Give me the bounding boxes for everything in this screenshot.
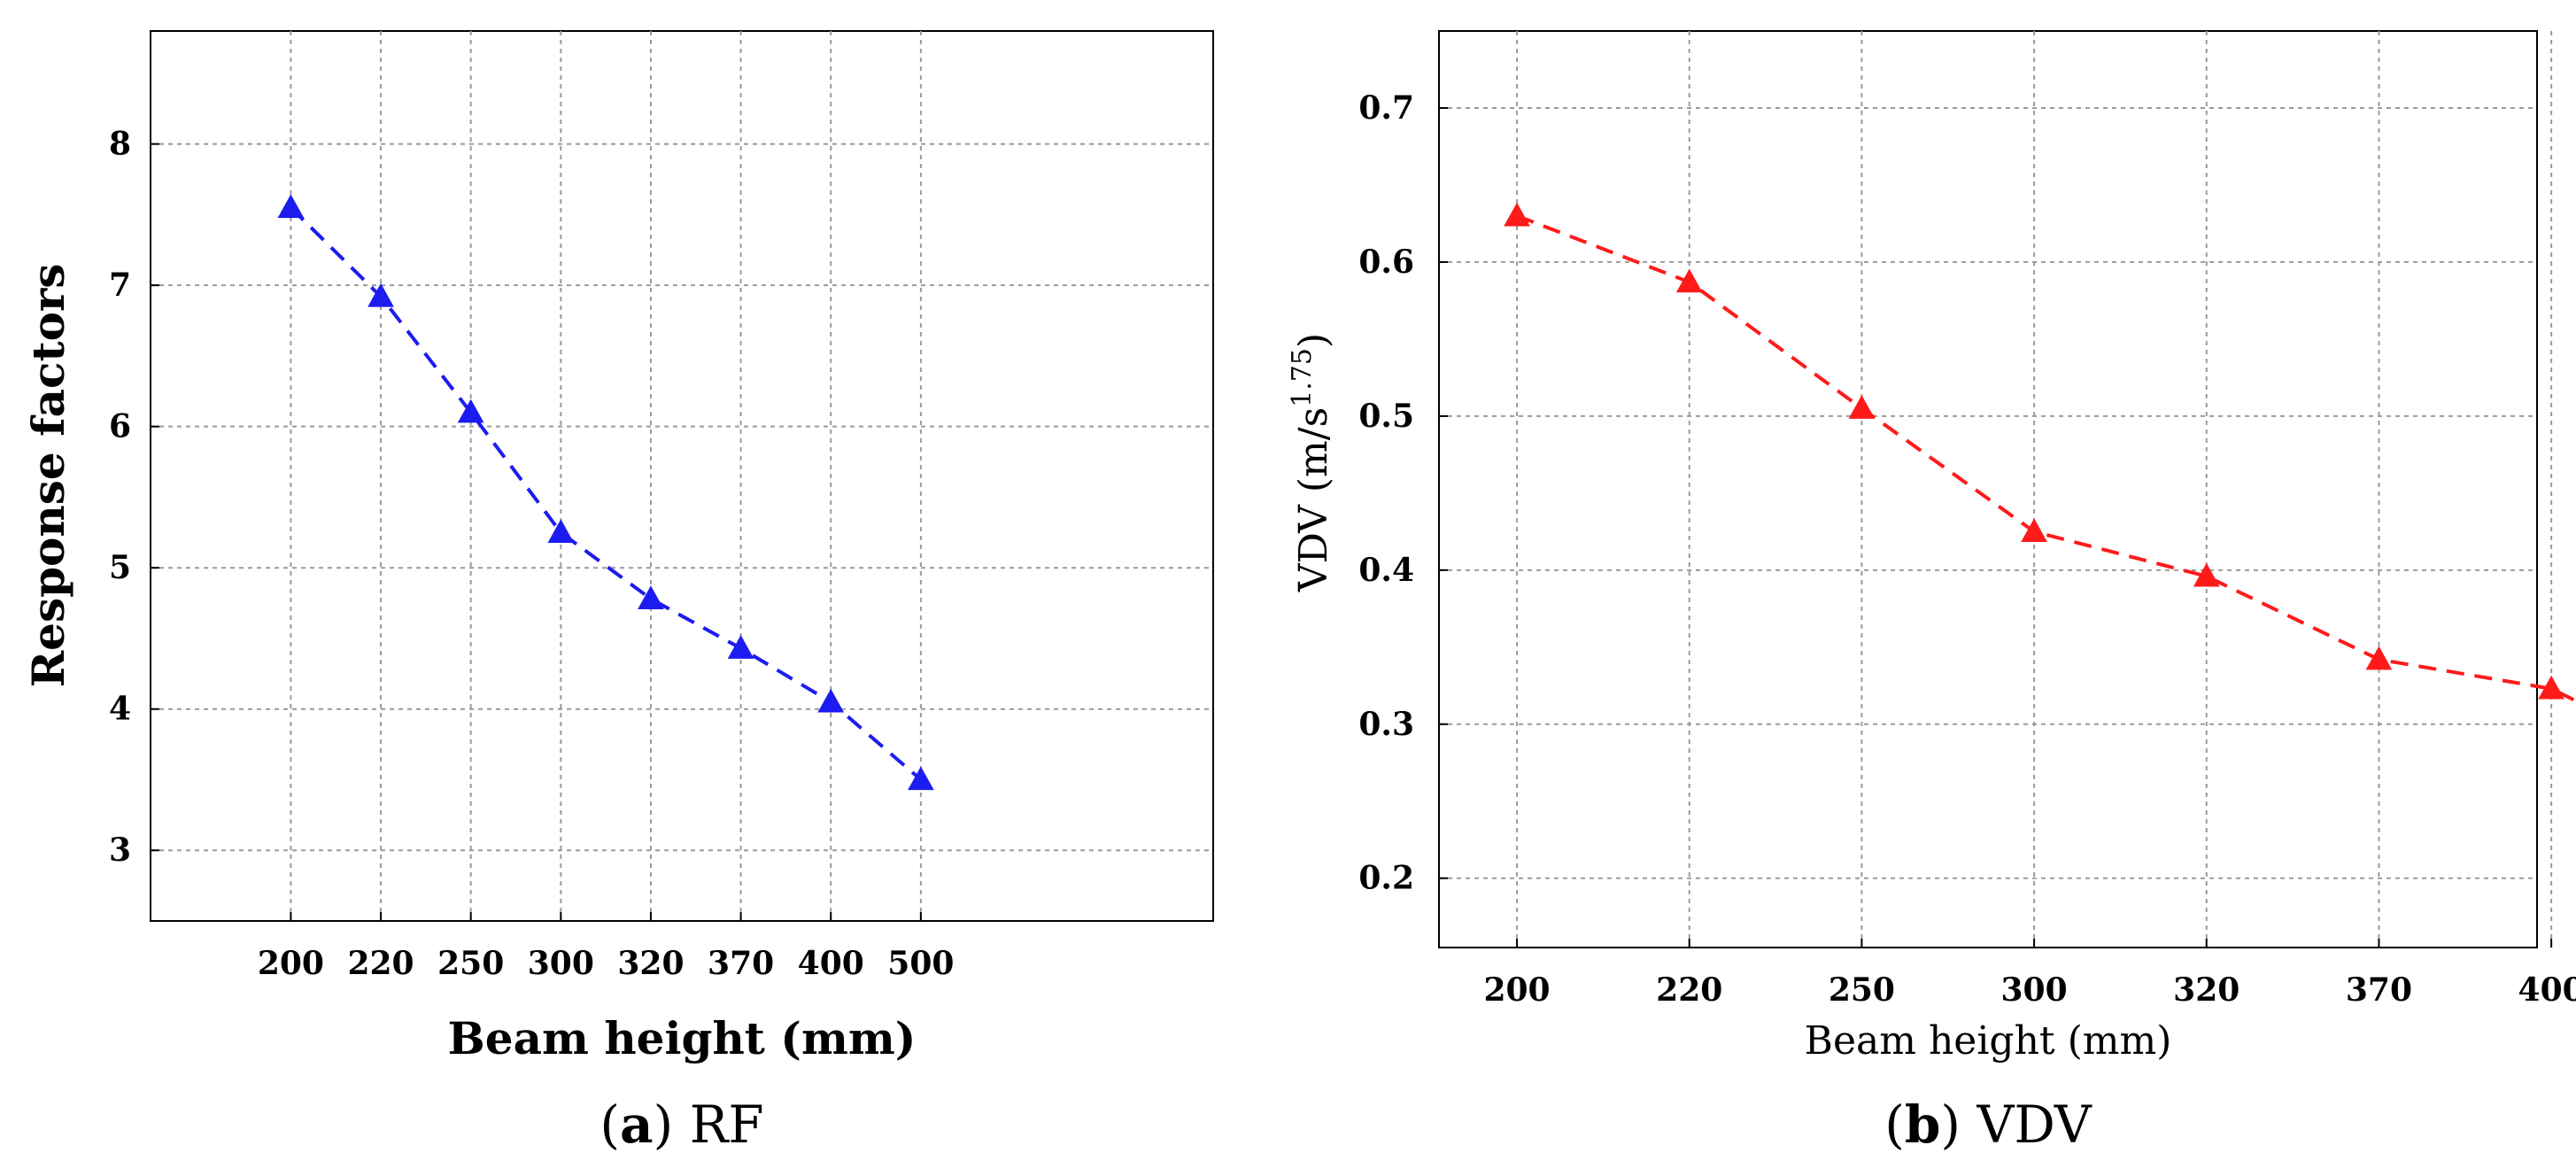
x-tick-label: 320	[2173, 971, 2239, 1009]
y-tick-label: 0.4	[1358, 552, 1414, 589]
x-tick-label: 250	[1829, 971, 1895, 1009]
x-tick-label: 300	[2001, 971, 2068, 1009]
y-tick-label: 4	[109, 691, 131, 728]
y-tick-label: 8	[109, 126, 131, 163]
x-tick-labels-a: 200 220 250 300 320 370 400 500	[258, 945, 955, 982]
x-tick-label: 500	[887, 945, 954, 982]
caption-text-a: RF	[690, 1095, 764, 1155]
data-point-marker	[277, 194, 305, 219]
y-tick-label: 5	[109, 549, 131, 586]
data-point-marker	[817, 688, 845, 713]
x-tick-label: 320	[617, 945, 684, 982]
chart-panel-a: 3 4 5 6 7 8 200 220 250 300 320 370 400 500 Response…	[22, 30, 1214, 1155]
series-b	[1504, 202, 2576, 703]
y-tick-label: 0.5	[1358, 398, 1414, 435]
caption-text-b: VDV	[1976, 1095, 2093, 1155]
data-point-marker	[2365, 646, 2393, 670]
y-tick-label: 3	[109, 832, 131, 869]
y-axis-label-b-main: VDV (m/s	[1291, 407, 1336, 592]
y-tick-labels-b: 0.2 0.3 0.4 0.5 0.6 0.7	[1358, 89, 1414, 897]
y-tick-label: 0.6	[1358, 244, 1414, 281]
data-point-marker	[1675, 268, 1703, 293]
caption-letter-a: a	[620, 1095, 654, 1155]
data-point-marker	[638, 585, 664, 609]
data-point-marker	[2021, 518, 2047, 543]
y-tick-labels-a: 3 4 5 6 7 8	[109, 126, 131, 870]
chart-panel-b: 0.2 0.3 0.4 0.5 0.6 0.7 200 220 250 300 320 370 400…	[1287, 30, 2576, 1155]
x-tick-label: 200	[258, 945, 324, 982]
x-tick-label: 400	[2518, 971, 2576, 1009]
x-axis-label-b: Beam height (mm)	[1805, 1018, 2172, 1064]
y-axis-label-b-end: )	[1291, 333, 1336, 348]
plot-frame-a	[150, 30, 1214, 922]
data-point-marker	[1504, 202, 1530, 227]
x-tick-label: 300	[528, 945, 594, 982]
y-tick-label: 0.2	[1358, 860, 1414, 897]
y-tick-label: 7	[109, 267, 131, 304]
x-tick-label: 370	[2346, 971, 2412, 1009]
data-point-marker	[1848, 395, 1876, 419]
series-line	[289, 205, 923, 781]
data-point-marker	[457, 398, 484, 423]
y-tick-label: 6	[109, 408, 131, 445]
data-point-marker	[908, 766, 934, 791]
data-point-marker	[2193, 562, 2220, 587]
data-point-marker	[367, 282, 394, 307]
plot-frame-b	[1438, 30, 2538, 948]
y-axis-label-a: Response factors	[22, 264, 74, 688]
caption-a: (a) RF	[600, 1095, 763, 1155]
y-tick-label: 0.7	[1358, 89, 1414, 127]
caption-letter-b: b	[1905, 1095, 1941, 1155]
x-tick-label: 220	[347, 945, 414, 982]
data-point-marker	[2538, 675, 2564, 700]
x-tick-label: 400	[798, 945, 864, 982]
caption-b: (b) VDV	[1884, 1095, 2093, 1155]
grid-b	[1439, 31, 2553, 948]
x-axis-label-a: Beam height (mm)	[448, 1012, 917, 1064]
data-point-marker	[727, 635, 754, 659]
data-point-marker	[547, 519, 575, 544]
y-axis-label-b: VDV (m/s1.75)	[1287, 333, 1336, 592]
grid-a	[151, 31, 1213, 921]
x-tick-label: 200	[1483, 971, 1550, 1009]
x-tick-label: 370	[708, 945, 774, 982]
x-tick-label: 250	[437, 945, 504, 982]
series-a	[277, 194, 934, 791]
y-tick-label: 0.3	[1358, 706, 1414, 743]
x-tick-label: 220	[1656, 971, 1722, 1009]
y-axis-label-b-sup: 1.75	[1287, 348, 1318, 407]
